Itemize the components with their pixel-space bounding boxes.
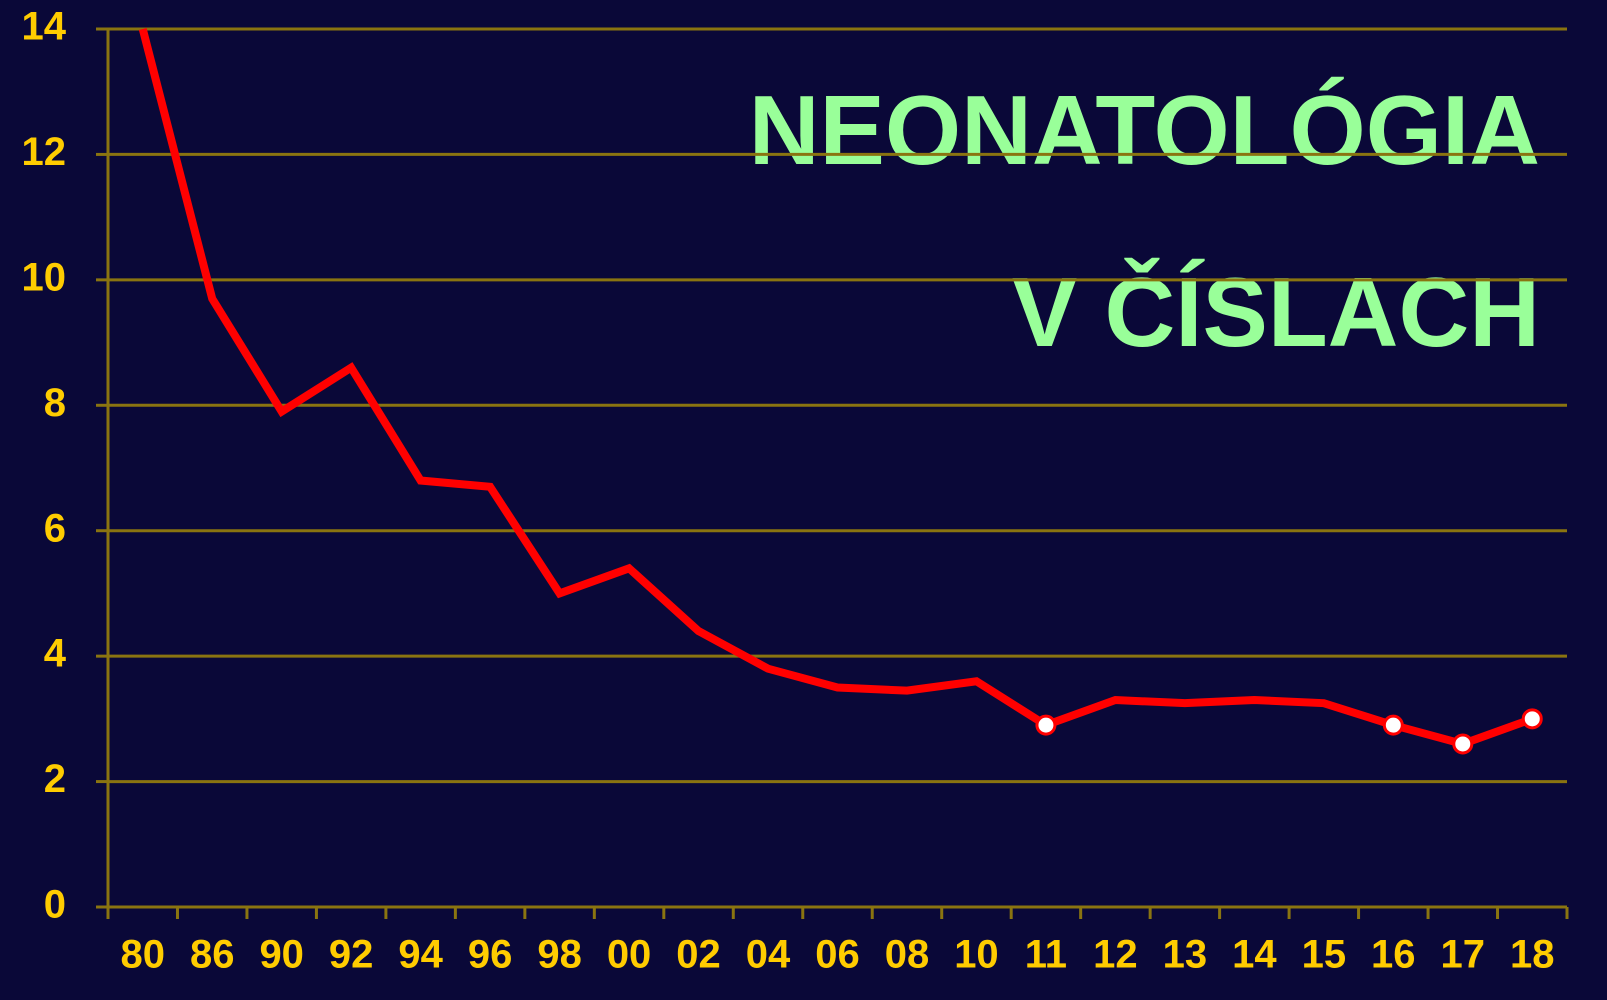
x-tick-label: 18 bbox=[1510, 933, 1555, 977]
x-tick-label: 14 bbox=[1232, 933, 1277, 977]
x-tick-label: 86 bbox=[190, 933, 235, 977]
x-tick-label: 90 bbox=[259, 933, 304, 977]
x-tick-label: 13 bbox=[1163, 933, 1208, 977]
y-tick-label: 4 bbox=[44, 632, 67, 676]
x-tick-label: 16 bbox=[1371, 933, 1416, 977]
x-tick-label: 92 bbox=[329, 933, 374, 977]
chart-title: NEONATOLÓGIA bbox=[749, 75, 1540, 185]
y-tick-label: 14 bbox=[22, 5, 67, 49]
x-tick-label: 02 bbox=[676, 933, 721, 977]
x-tick-label: 00 bbox=[607, 933, 652, 977]
x-tick-label: 17 bbox=[1441, 933, 1486, 977]
x-tick-label: 96 bbox=[468, 933, 513, 977]
x-tick-label: 98 bbox=[537, 933, 582, 977]
x-tick-label: 10 bbox=[954, 933, 999, 977]
y-tick-label: 6 bbox=[44, 506, 66, 550]
data-point bbox=[1382, 714, 1404, 736]
x-tick-label: 80 bbox=[120, 933, 165, 977]
x-tick-label: 06 bbox=[815, 933, 860, 977]
data-point bbox=[1452, 733, 1474, 755]
x-tick-label: 12 bbox=[1093, 933, 1138, 977]
x-tick-label: 11 bbox=[1025, 933, 1067, 977]
x-tick-label: 15 bbox=[1302, 933, 1347, 977]
y-tick-label: 12 bbox=[22, 130, 67, 174]
chart-subtitle: V ČÍSLACH bbox=[1012, 257, 1540, 367]
data-point bbox=[1521, 708, 1543, 730]
data-line bbox=[138, 28, 1534, 749]
y-tick-label: 0 bbox=[44, 883, 66, 927]
x-tick-label: 04 bbox=[746, 933, 791, 977]
data-point bbox=[1035, 714, 1057, 736]
y-tick-label: 2 bbox=[44, 757, 66, 801]
x-tick-label: 94 bbox=[398, 933, 443, 977]
y-tick-label: 8 bbox=[44, 381, 66, 425]
y-tick-label: 10 bbox=[22, 255, 67, 299]
x-tick-label: 08 bbox=[885, 933, 930, 977]
